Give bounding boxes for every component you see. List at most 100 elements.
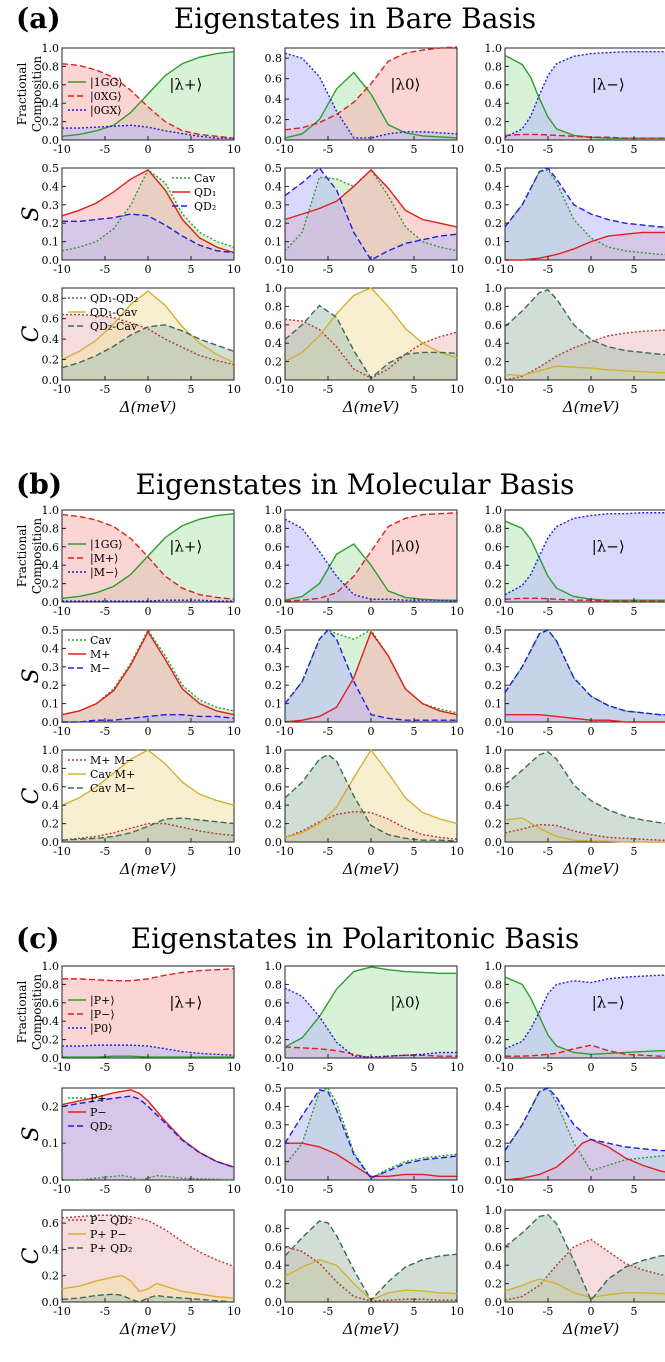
y-tick-label: 0.2: [42, 1100, 60, 1113]
x-axis-label: Δ(meV): [342, 398, 400, 416]
x-tick-label: 0: [368, 143, 375, 156]
y-tick-label: 0.6: [42, 997, 60, 1010]
x-tick-label: -5: [100, 1305, 111, 1318]
y-tick-label: 1.0: [265, 282, 283, 295]
series-line: [61, 62, 235, 139]
series-line: [284, 543, 457, 601]
panel-b-frac-zero: 0.0 0.2 0.4 0.6 0.8 1.0 -10 -5 0 5 10 |λ0⟩: [265, 504, 465, 618]
x-tick-label: 10: [450, 143, 464, 156]
y-tick-label: 0.2: [42, 217, 60, 230]
series-line: [504, 974, 665, 1050]
y-tick-label: 1.0: [265, 744, 283, 757]
y-tick-label: 1.0: [485, 42, 503, 55]
x-tick-label: -10: [276, 605, 294, 618]
series-line: [61, 1293, 235, 1303]
y-tick-label: 0.2: [265, 578, 283, 591]
y-tick-label: 0.2: [485, 356, 503, 369]
y-tick-label: 0.2: [485, 1137, 503, 1150]
series-fill: [505, 289, 665, 380]
x-tick-label: -5: [543, 605, 554, 618]
y-tick-label: 0.4: [42, 799, 60, 812]
x-tick-label: 5: [631, 1061, 638, 1074]
series-fill: [285, 53, 457, 140]
y-tick-label: 0.5: [485, 162, 503, 175]
x-tick-label: -5: [100, 1183, 111, 1196]
y-tick-label: 0.4: [485, 1100, 503, 1113]
series-line: [62, 1044, 235, 1056]
y-tick-label: 0.0: [485, 1174, 503, 1187]
x-tick-label: 0: [368, 1183, 375, 1196]
y-tick-label: 0.0: [265, 1296, 283, 1309]
x-tick-label: -5: [543, 1183, 554, 1196]
x-tick-label: 10: [450, 1061, 464, 1074]
section-title: Eigenstates in Molecular Basis: [136, 468, 575, 501]
x-tick-label: 5: [188, 605, 195, 618]
y-tick-label: 1.0: [485, 282, 503, 295]
x-tick-label: 10: [227, 143, 241, 156]
y-tick-label: 0.5: [265, 162, 283, 175]
y-tick-label: 0.8: [42, 292, 60, 305]
x-tick-label: -10: [53, 1061, 71, 1074]
y-tick-label: 0.0: [265, 1052, 283, 1065]
x-tick-label: 5: [188, 263, 195, 276]
legend-label: M+: [90, 648, 110, 661]
row-label-text: S: [19, 668, 44, 683]
y-tick-label: 0.2: [265, 114, 283, 127]
y-tick-label: 0.0: [42, 836, 60, 849]
y-tick-label: 0.0: [42, 134, 60, 147]
y-tick-label: 0.4: [265, 799, 283, 812]
series-line: [284, 748, 458, 839]
x-tick-label: -10: [53, 725, 71, 738]
x-tick-label: -10: [53, 263, 71, 276]
x-tick-label: -10: [496, 845, 514, 858]
legend-label: |1GG⟩: [90, 76, 123, 90]
series-fill: [505, 51, 665, 140]
series-line: [61, 513, 235, 600]
y-tick-label: 0.2: [485, 578, 503, 591]
y-tick-label: 0.4: [485, 1259, 503, 1272]
y-tick-label: 0.4: [485, 337, 503, 350]
series-line: [504, 365, 665, 377]
series-fill: [285, 630, 457, 722]
y-tick-label: 0.8: [485, 300, 503, 313]
y-tick-label: 0.1: [485, 236, 503, 249]
state-annotation: |λ−⟩: [592, 537, 625, 555]
y-tick-label: 0.6: [485, 781, 503, 794]
row-label-line: Fractional: [15, 63, 29, 126]
x-axis-label: Δ(meV): [562, 398, 620, 416]
y-tick-label: 0.0: [42, 716, 60, 729]
x-tick-label: 0: [368, 263, 375, 276]
series-line: [61, 749, 235, 806]
x-tick-label: -10: [276, 1061, 294, 1074]
section-title: Eigenstates in Bare Basis: [174, 2, 536, 35]
y-tick-label: 0.4: [42, 559, 60, 572]
y-tick-label: 0.2: [265, 1278, 283, 1291]
series-line: [504, 1087, 665, 1152]
x-tick-label: 0: [368, 725, 375, 738]
state-annotation: |λ0⟩: [390, 993, 420, 1011]
x-tick-label: -5: [100, 383, 111, 396]
y-tick-label: 0.1: [265, 236, 283, 249]
legend-label: M+ M−: [90, 754, 134, 767]
series-fill: [285, 168, 457, 260]
panel-c-frac-zero: 0.0 0.2 0.4 0.6 0.8 1.0 -10 -5 0 5 10 |λ0⟩: [265, 960, 465, 1074]
x-tick-label: 0: [145, 605, 152, 618]
series-fill: [505, 975, 665, 1058]
series-fill: [285, 1221, 457, 1302]
y-tick-label: 0.8: [485, 1222, 503, 1235]
y-tick-label: 0.2: [42, 1034, 60, 1047]
y-tick-label: 0.0: [485, 1052, 503, 1065]
y-tick-label: 0.2: [265, 679, 283, 692]
x-tick-label: 5: [631, 1183, 638, 1196]
series-line: [284, 512, 458, 602]
series-line: [284, 1089, 458, 1180]
x-tick-label: 5: [411, 605, 418, 618]
x-tick-label: -10: [53, 1305, 71, 1318]
y-tick-label: 0.6: [265, 997, 283, 1010]
series-fill: [62, 1096, 234, 1180]
legend-label: M−: [90, 662, 110, 675]
row-label-text: C: [19, 787, 44, 804]
series-line: [504, 751, 665, 824]
y-tick-label: 0.0: [42, 1296, 60, 1309]
